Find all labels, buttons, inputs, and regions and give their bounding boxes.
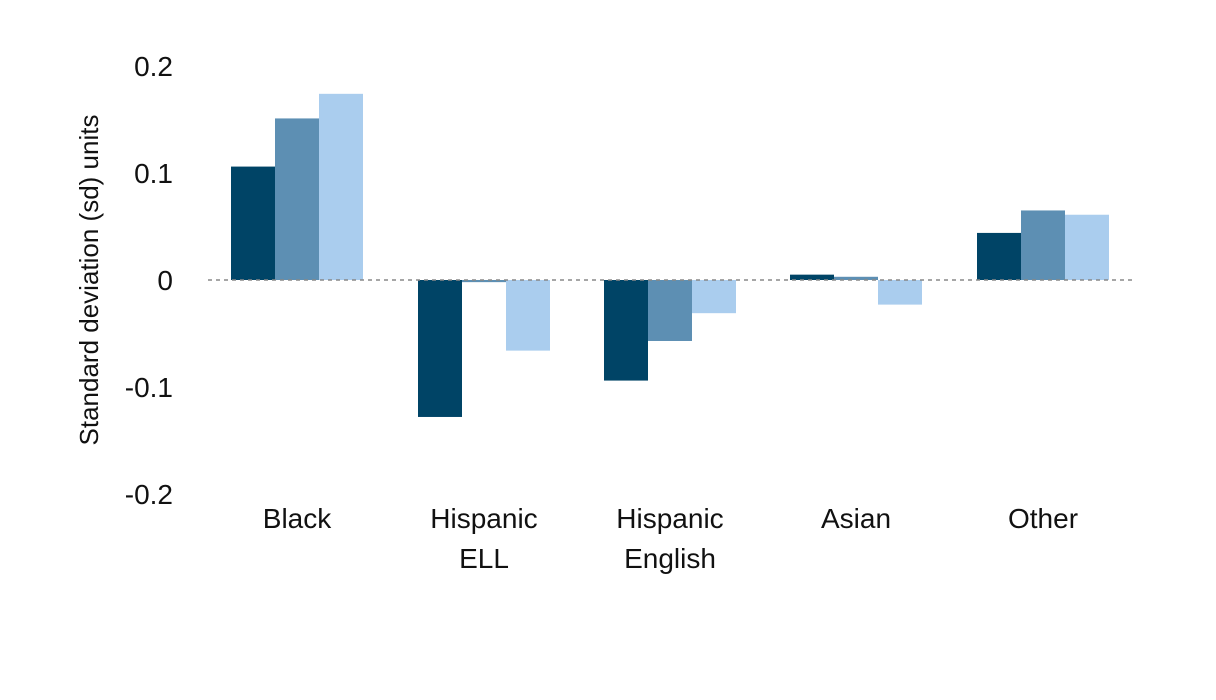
bar-other-series-1 xyxy=(977,232,1021,280)
y-tick-label: 0 xyxy=(157,265,173,296)
y-tick-label: 0.1 xyxy=(134,158,173,189)
x-category-label: Hispanic ELL xyxy=(430,503,537,574)
bar-hispanic-ell-series-2 xyxy=(462,280,506,283)
x-category-label: Black xyxy=(263,503,332,534)
y-axis-title: Standard deviation (sd) units xyxy=(74,115,104,446)
bars-layer xyxy=(231,93,1109,417)
y-tick-label: -0.2 xyxy=(125,479,173,510)
bar-other-series-2 xyxy=(1021,210,1065,280)
bar-hispanic-english-series-3 xyxy=(692,280,736,314)
y-axis-ticks: 0.2 0.1 0 -0.1 -0.2 xyxy=(125,51,173,510)
bar-hispanic-ell-series-1 xyxy=(418,280,462,417)
x-category-label: Asian xyxy=(821,503,891,534)
bar-black-series-2 xyxy=(275,118,319,281)
bar-hispanic-english-series-1 xyxy=(604,280,648,381)
x-category-label: Other xyxy=(1008,503,1078,534)
y-tick-label: 0.2 xyxy=(134,51,173,82)
bar-other-series-3 xyxy=(1065,214,1109,280)
bar-hispanic-english-series-2 xyxy=(648,280,692,341)
bar-asian-series-1 xyxy=(790,274,834,280)
bar-hispanic-ell-series-3 xyxy=(506,280,550,351)
bar-black-series-1 xyxy=(231,166,275,280)
bar-asian-series-3 xyxy=(878,280,922,305)
bar-black-series-3 xyxy=(319,93,363,280)
bar-asian-series-2 xyxy=(834,276,878,280)
x-category-label: Hispanic English xyxy=(616,503,723,574)
x-axis-categories: Black Hispanic ELL Hispanic English Asian Othe… xyxy=(263,503,1078,574)
y-tick-label: -0.1 xyxy=(125,372,173,403)
